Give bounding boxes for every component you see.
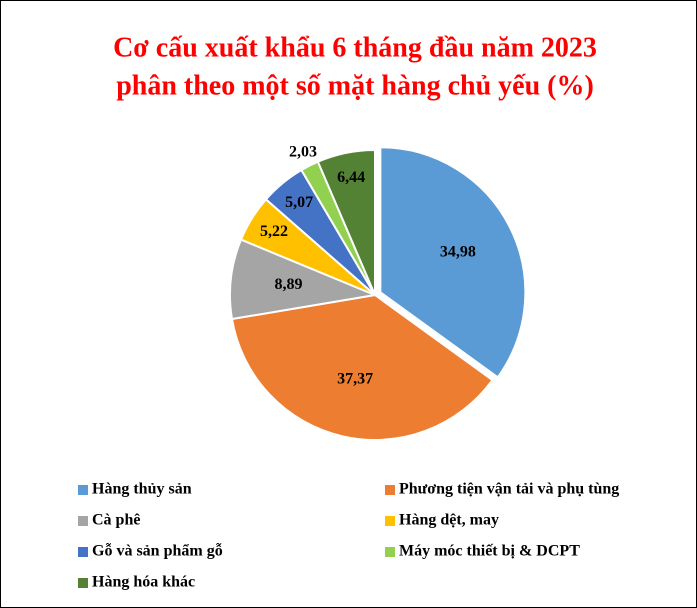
chart-title: phân theo một số mặt hàng chủ yếu (%) (116, 70, 594, 101)
pie-slice (230, 293, 494, 441)
pie-slice (316, 148, 376, 296)
legend-label: Hàng dệt, may (399, 512, 499, 529)
chart-title: Cơ cấu xuất khẩu 6 tháng đầu năm 2023 (113, 32, 597, 63)
legend-label: Máy móc thiết bị & DCPT (399, 543, 580, 560)
data-label: 34,98 (440, 243, 476, 260)
legend-swatch (385, 485, 395, 495)
legend-label: Hàng hóa khác (92, 574, 195, 591)
legend-swatch (78, 516, 88, 526)
legend-swatch (78, 485, 88, 495)
legend-label: Hàng thủy sản (92, 481, 192, 498)
data-label: 5,22 (260, 223, 288, 240)
pie-slice (379, 146, 527, 379)
legend-swatch (385, 547, 395, 557)
legend-swatch (78, 547, 88, 557)
data-label: 6,44 (337, 169, 365, 186)
legend-swatch (78, 578, 88, 588)
legend-label: Cà phê (92, 512, 140, 529)
legend-label: Gỗ và sản phẩm gỗ (92, 543, 223, 560)
legend-swatch (385, 516, 395, 526)
data-label: 8,89 (275, 276, 303, 293)
data-label: 2,03 (289, 143, 317, 160)
pie-slice (229, 238, 379, 321)
legend-label: Phương tiện vận tải và phụ tùng (399, 481, 619, 498)
data-label: 37,37 (337, 370, 373, 387)
data-label: 5,07 (285, 194, 313, 211)
